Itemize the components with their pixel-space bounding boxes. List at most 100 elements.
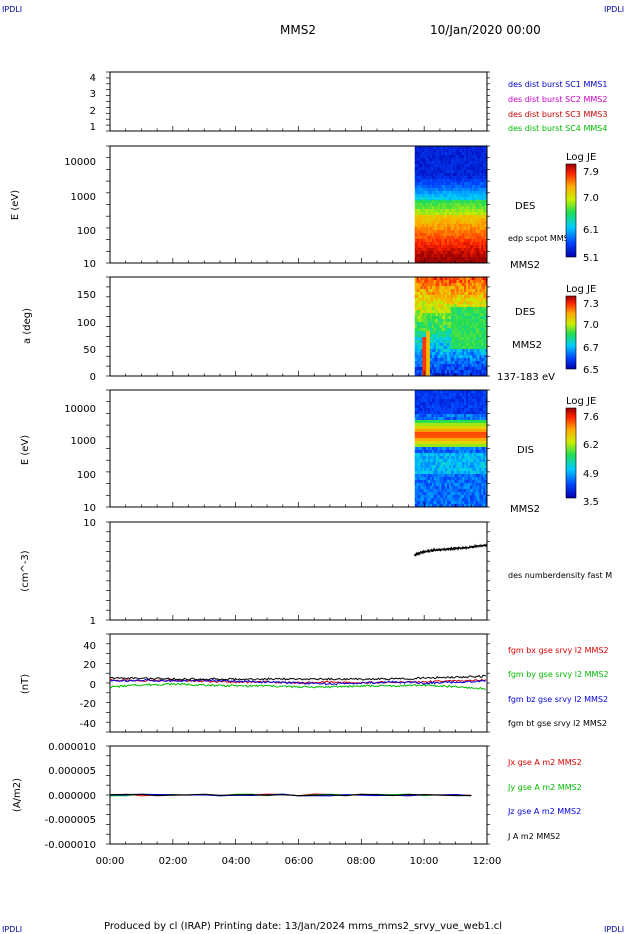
spec4-cell — [479, 441, 482, 445]
spec4-cell — [454, 405, 457, 409]
spec3-cell — [450, 373, 454, 377]
spec3-cell — [483, 292, 486, 296]
spec4-cell — [433, 417, 437, 421]
spec4-cell — [426, 432, 429, 436]
spec2-cell — [428, 152, 431, 156]
spec4-cell — [475, 453, 478, 457]
spec2-cell — [448, 224, 452, 228]
spec2-cell — [460, 158, 463, 162]
spec3-cell — [426, 295, 429, 299]
spec3-cell — [485, 295, 488, 299]
spec3-cell — [454, 316, 457, 320]
spec3-cell — [443, 331, 446, 335]
spec2-cell — [418, 251, 421, 255]
spec2-cell — [437, 173, 440, 177]
spec3-cell — [456, 286, 459, 290]
spec2-cell — [469, 215, 473, 219]
spec4-cell — [464, 468, 467, 472]
spec3-cell — [479, 337, 482, 341]
spec3-cell — [426, 322, 429, 326]
spec2-cell — [477, 161, 480, 165]
spec4-cell — [483, 411, 486, 415]
spec2-cell — [426, 230, 429, 234]
spec3-cell — [416, 346, 419, 350]
spec3-cell — [447, 361, 450, 365]
spec3-cell — [475, 337, 478, 341]
spec3-cell — [448, 364, 452, 368]
spec4-cell — [462, 393, 465, 397]
spec4-cell — [448, 465, 452, 469]
spec3-cell — [439, 361, 442, 365]
spec2-cell — [458, 191, 461, 195]
spec4-cell — [454, 390, 457, 394]
spec3-cell — [416, 325, 419, 329]
spec2-cell — [460, 176, 463, 180]
xtick-0600: 06:00 — [285, 856, 314, 867]
spec4-cell — [462, 390, 465, 394]
spec4-cell — [485, 474, 488, 478]
spec2-cell — [437, 206, 440, 210]
spec2-cell — [471, 218, 475, 222]
spec4-cell — [460, 495, 463, 499]
spec2-cell — [475, 254, 478, 258]
spec4-cell — [460, 480, 463, 484]
spec4-cell — [428, 495, 431, 499]
spec2-cell — [456, 221, 459, 225]
spec4-cell — [416, 396, 419, 400]
spec2-cell — [429, 257, 433, 261]
spec2-cell — [471, 167, 475, 171]
spec3-cell — [460, 322, 463, 326]
spec2-cell — [481, 227, 484, 231]
spec4-cell — [441, 498, 444, 502]
spec4-cell — [418, 492, 421, 496]
spec4-cell — [431, 492, 435, 496]
spec3-cell — [445, 313, 448, 317]
spec2-cell — [485, 191, 488, 195]
spec3-cell — [447, 283, 450, 287]
spec3-cell — [475, 340, 478, 344]
spec4-cell — [418, 441, 421, 445]
spec4-cell — [424, 393, 427, 397]
spec3-cell — [483, 331, 486, 335]
spec4-cell — [469, 393, 473, 397]
spec3-cell — [452, 331, 456, 335]
spec2-cell — [483, 167, 486, 171]
spec4-cell — [485, 417, 488, 421]
spec3-cell — [467, 295, 471, 299]
spec4-cell — [458, 420, 461, 424]
spec4-cell — [428, 399, 431, 403]
spec4-cell — [424, 501, 427, 505]
spec2-cell — [448, 206, 452, 210]
spec2-cell — [464, 239, 467, 243]
spec4-cell — [424, 465, 427, 469]
spec3-cell — [447, 292, 450, 296]
spec2-cell — [414, 158, 418, 162]
spec4-cell — [479, 471, 482, 475]
spec3-cell — [431, 367, 435, 371]
spec2-cell — [431, 218, 435, 222]
spec2-cell — [475, 179, 478, 183]
spec2-cell — [466, 164, 469, 168]
spec2-cell — [464, 206, 467, 210]
spec2-cell — [429, 149, 433, 153]
panel-2-cbar-tick-3: 6.1 — [583, 225, 599, 236]
spec2-cell — [435, 260, 438, 264]
spec4-cell — [450, 426, 454, 430]
spec4-cell — [466, 480, 469, 484]
spec4-cell — [471, 459, 475, 463]
spec3-cell — [483, 343, 486, 347]
spec2-cell — [469, 206, 473, 210]
spec4-cell — [483, 399, 486, 403]
spec2-cell — [460, 191, 463, 195]
spec2-cell — [481, 233, 484, 237]
spec4-cell — [469, 486, 473, 490]
spec4-cell — [428, 390, 431, 394]
spec3-cell — [458, 340, 461, 344]
spec4-cell — [477, 444, 480, 448]
spec4-cell — [454, 462, 457, 466]
spec4-cell — [448, 390, 452, 394]
spec2-cell — [424, 218, 427, 222]
spec4-cell — [424, 450, 427, 454]
spec3-cell — [467, 346, 471, 350]
spec2-cell — [422, 167, 425, 171]
